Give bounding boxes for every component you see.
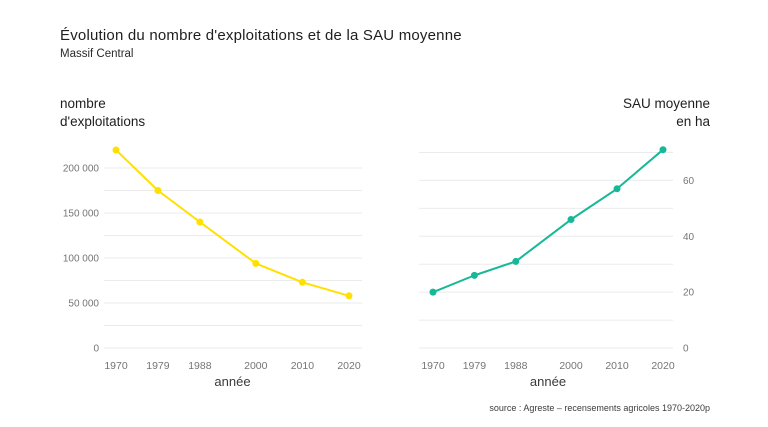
data-point [196, 218, 204, 226]
y-tick-label: 100 000 [63, 254, 100, 265]
x-tick-label: 1970 [104, 360, 128, 372]
data-point [252, 259, 260, 267]
x-tick-label: 1979 [146, 360, 170, 372]
x-axis-title: année [530, 374, 566, 389]
y-tick-label: 150 000 [63, 209, 100, 220]
y-tick-label: 40 [683, 232, 695, 243]
y-tick-label: 60 [683, 176, 695, 187]
y-tick-label: 200 000 [63, 164, 100, 175]
farms-axis-title-line1: nombre [60, 96, 106, 111]
farms-axis-title: nombre d'exploitations [60, 95, 145, 131]
data-point [298, 278, 306, 286]
x-tick-label: 2020 [337, 360, 361, 372]
x-tick-label: 1988 [504, 360, 528, 372]
data-point [112, 146, 120, 154]
y-tick-label: 0 [93, 344, 99, 355]
x-tick-label: 1979 [463, 360, 487, 372]
sau-axis-title: SAU moyenne en ha [623, 95, 710, 131]
data-point [659, 146, 667, 154]
sau-line-chart: 0 20 40 60 1970 1979 1988 2000 2010 2020 année [419, 146, 695, 389]
sau-axis-title-line1: SAU moyenne [622, 96, 710, 111]
y-tick-label: 50 000 [68, 299, 99, 310]
x-tick-label: 2020 [651, 360, 675, 372]
x-tick-label: 2010 [291, 360, 315, 372]
data-point [470, 271, 478, 279]
data-point [429, 288, 437, 296]
page-subtitle: Massif Central [60, 48, 134, 60]
page-title: Évolution du nombre d'exploitations et d… [60, 27, 462, 44]
x-tick-label: 1970 [421, 360, 445, 372]
x-tick-label: 2000 [559, 360, 583, 372]
data-point [512, 257, 520, 265]
data-point [613, 185, 621, 193]
data-point [567, 216, 575, 224]
y-tick-label: 0 [683, 344, 689, 355]
sau-axis-title-line2: en ha [676, 114, 710, 129]
data-point [154, 187, 162, 194]
source-note: source : Agreste – recensements agricole… [489, 403, 710, 413]
x-tick-label: 1988 [188, 360, 212, 372]
data-line [115, 149, 350, 297]
x-axis-title: année [214, 374, 250, 389]
data-line [432, 148, 664, 294]
x-tick-label: 2010 [605, 360, 629, 372]
y-tick-label: 20 [683, 288, 695, 299]
x-tick-label: 2000 [244, 360, 268, 372]
farms-axis-title-line2: d'exploitations [60, 114, 146, 129]
farms-line-chart: 0 50 000 100 000 150 000 200 000 1970 1979 1988… [63, 146, 362, 389]
data-point [345, 292, 353, 300]
